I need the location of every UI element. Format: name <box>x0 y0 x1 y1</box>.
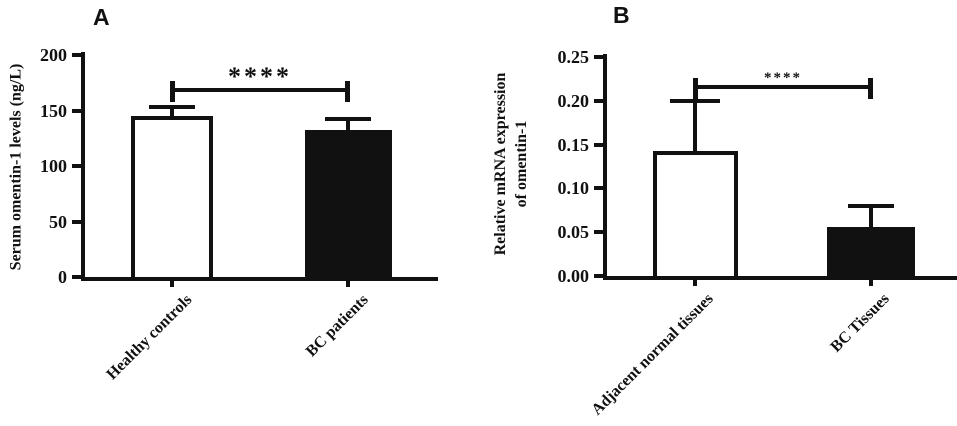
x-tick <box>170 281 174 287</box>
y-tick <box>72 164 82 168</box>
significance-bracket-cap-right <box>345 81 350 102</box>
x-axis-line <box>603 276 957 280</box>
significance-stars: **** <box>228 62 292 91</box>
x-category-label: BC Tissues <box>826 290 893 356</box>
y-tick-label: 0.15 <box>557 135 590 155</box>
bar <box>305 130 392 281</box>
panel-label: B <box>613 2 630 28</box>
x-tick <box>346 281 350 287</box>
y-tick-label: 0.00 <box>557 266 590 286</box>
error-bar-cap <box>325 117 371 121</box>
y-tick-label: 0.05 <box>557 222 590 242</box>
significance-bracket-line <box>172 88 348 92</box>
x-axis-line <box>81 277 438 281</box>
y-tick-label: 0 <box>58 267 67 287</box>
x-tick <box>693 280 697 286</box>
y-tick-label: 200 <box>40 45 67 65</box>
error-bar-stem <box>170 107 174 118</box>
significance-bracket-cap-left <box>170 81 175 102</box>
y-axis-title: Relative mRNA expression of omentin-1 <box>491 73 533 256</box>
y-axis-title-line: Relative mRNA expression <box>492 72 510 256</box>
y-tick <box>72 275 82 279</box>
y-tick-label: 50 <box>49 212 67 232</box>
error-bar-stem <box>346 119 350 132</box>
y-tick <box>72 220 82 224</box>
y-tick <box>594 274 604 278</box>
y-axis-line <box>603 54 607 280</box>
y-tick-label: 100 <box>40 156 67 176</box>
y-tick <box>594 55 604 59</box>
y-tick-label: 150 <box>40 101 67 121</box>
y-tick <box>594 143 604 147</box>
bar <box>131 116 213 281</box>
error-bar-cap <box>670 99 720 103</box>
significance-bracket-line <box>695 85 871 89</box>
y-axis-title-line: of omentin-1 <box>513 120 530 208</box>
y-axis-line <box>81 52 85 281</box>
y-tick-label: 0.10 <box>557 178 590 198</box>
bar <box>653 151 738 280</box>
y-tick-label: 0.25 <box>557 47 590 67</box>
significance-bracket-cap-right <box>868 78 873 99</box>
error-bar-cap <box>848 204 894 208</box>
bar <box>827 227 915 280</box>
y-tick <box>594 186 604 190</box>
significance-stars: **** <box>764 70 802 86</box>
y-tick-label: 0.20 <box>557 91 590 111</box>
x-tick <box>869 280 873 286</box>
y-tick <box>594 230 604 234</box>
significance-bracket-cap-left <box>693 78 698 99</box>
error-bar-stem <box>693 101 697 153</box>
y-tick <box>72 53 82 57</box>
panel-label: A <box>93 4 110 30</box>
error-bar-cap <box>149 105 195 109</box>
error-bar-stem <box>869 206 873 229</box>
x-category-label: Adjacent normal tissues <box>588 290 717 419</box>
y-tick <box>594 99 604 103</box>
y-tick <box>72 109 82 113</box>
